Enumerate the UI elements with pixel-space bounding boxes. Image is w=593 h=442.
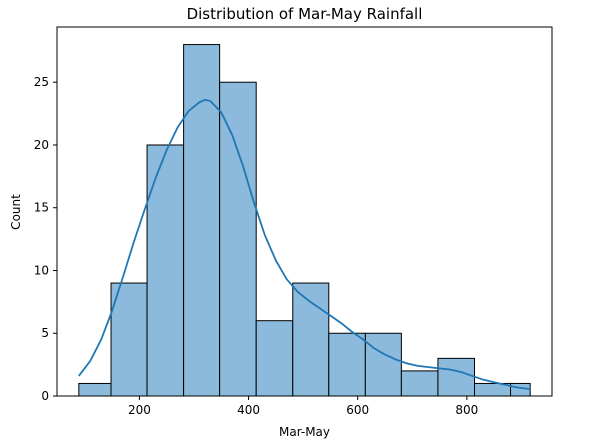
histogram-bar <box>255 320 294 397</box>
y-tick-label: 25 <box>34 75 49 89</box>
histogram-bar <box>328 332 366 397</box>
y-axis-label: Count <box>9 194 23 230</box>
histogram-bars <box>78 44 531 397</box>
histogram-bar <box>146 144 185 397</box>
chart-title: Distribution of Mar-May Rainfall <box>187 5 423 23</box>
histogram-bar <box>364 332 402 397</box>
histogram-bar <box>510 382 531 397</box>
y-tick-label: 15 <box>34 201 49 215</box>
y-tick-label: 20 <box>34 138 49 152</box>
x-tick-label: 600 <box>346 403 369 417</box>
x-axis-label: Mar-May <box>279 425 330 439</box>
y-tick-label: 10 <box>34 263 49 277</box>
histogram-bar <box>437 357 476 397</box>
y-axis-ticks: 0 5 10 15 20 25 <box>34 75 57 403</box>
x-tick-label: 200 <box>128 403 151 417</box>
x-tick-label: 800 <box>455 403 478 417</box>
y-tick-label: 5 <box>41 326 49 340</box>
histogram-bar <box>219 81 257 397</box>
histogram-bar <box>400 370 439 397</box>
histogram-bar <box>292 282 330 397</box>
plot-frame <box>56 26 553 397</box>
x-tick-label: 400 <box>237 403 260 417</box>
histogram-bar <box>183 44 221 397</box>
y-tick-label: 0 <box>41 389 49 403</box>
x-axis-ticks: 200 400 600 800 <box>128 396 478 417</box>
histogram-bar <box>78 382 112 397</box>
kde-curve <box>78 98 531 390</box>
